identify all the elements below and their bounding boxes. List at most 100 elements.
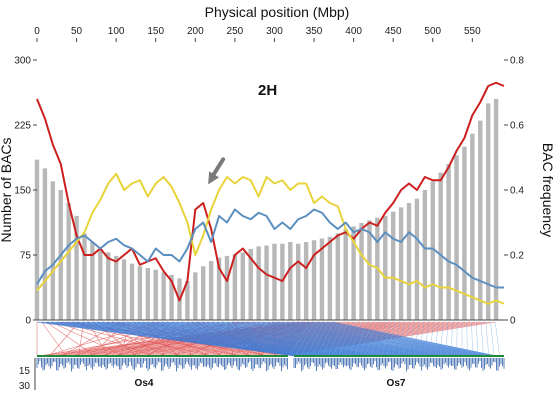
right-y-axis: 0 0.2 0.4 0.6 0.8 xyxy=(504,56,524,327)
bar-35 xyxy=(311,240,317,320)
bar-29 xyxy=(264,245,269,320)
synteny-link-blue-35 xyxy=(211,321,415,357)
bar-34 xyxy=(303,242,309,320)
synteny-link-blue-22 xyxy=(146,321,371,357)
y-right-tick-label-4: 0.8 xyxy=(510,56,524,67)
bar-41 xyxy=(359,222,364,320)
synteny-scale-tick-15: 15 xyxy=(19,366,31,377)
bar-39 xyxy=(343,229,348,320)
synteny-link-lightblue-29 xyxy=(445,321,448,357)
synteny-link-blue-28 xyxy=(176,321,391,357)
arrow-shaft xyxy=(211,157,226,178)
synteny-link-blue-46 xyxy=(266,321,453,357)
bar-53 xyxy=(454,155,459,320)
synteny-link-blue-25 xyxy=(161,321,381,357)
bar-16 xyxy=(161,272,166,320)
synteny-link-lightblue-26 xyxy=(429,321,434,357)
synteny-link-blue-10 xyxy=(86,321,330,357)
bar-54 xyxy=(462,146,467,320)
bar-33 xyxy=(296,243,301,320)
x-tick-label-1: 50 xyxy=(71,26,83,37)
bar-55 xyxy=(470,133,475,320)
synteny-link-blue-0 xyxy=(36,321,296,357)
synteny-link-lightblue-19 xyxy=(391,321,401,357)
synteny-link-blue-51 xyxy=(291,321,470,357)
synteny-link-blue-13 xyxy=(101,321,340,357)
synteny-link-lightblue-25 xyxy=(424,321,429,357)
synteny-link-lightblue-37 xyxy=(485,321,490,357)
bar-12 xyxy=(129,263,135,320)
synteny-link-lightblue-16 xyxy=(375,321,387,357)
synteny-link-blue-15 xyxy=(111,321,347,357)
synteny-link-lightblue-23 xyxy=(413,321,420,357)
synteny-link-blue-45 xyxy=(261,321,449,357)
synteny-link-lightblue-33 xyxy=(466,321,468,357)
bar-28 xyxy=(256,246,261,320)
synteny-link-lightblue-31 xyxy=(456,321,458,357)
bar-5 xyxy=(74,216,79,320)
panel-label: 2H xyxy=(258,82,277,99)
synteny-link-blue-36 xyxy=(216,321,419,357)
synteny-link-lightblue-14 xyxy=(365,321,377,357)
line-series-2 xyxy=(36,208,504,289)
chromosome-label-os4: Os4 xyxy=(135,378,154,389)
synteny-scale-tick-30: 30 xyxy=(19,381,31,392)
synteny-link-blue-19 xyxy=(131,321,360,357)
synteny-link-lightblue-20 xyxy=(397,321,406,357)
synteny-link-blue-23 xyxy=(151,321,374,357)
bar-17 xyxy=(169,274,174,320)
synteny-link-blue-38 xyxy=(226,321,425,357)
bar-10 xyxy=(113,255,119,320)
synteny-link-blue-59 xyxy=(331,321,497,357)
y-left-tick-label-2: 150 xyxy=(14,186,31,197)
line-series xyxy=(36,81,505,305)
bar-1 xyxy=(42,168,48,320)
synteny-link-lightblue-22 xyxy=(408,321,415,357)
x-tick-label-3: 150 xyxy=(147,26,164,37)
bar-50 xyxy=(430,181,435,320)
bar-46 xyxy=(398,207,404,320)
x-tick-label-6: 300 xyxy=(266,26,283,37)
x-tick-label-4: 200 xyxy=(187,26,204,37)
bar-26 xyxy=(240,252,245,320)
bar-42 xyxy=(367,220,372,320)
bar-48 xyxy=(414,198,420,320)
synteny-link-lightblue-39 xyxy=(495,321,500,357)
top-x-axis: 0 50 100 150 200 250 300 350 400 450 500 550 xyxy=(34,26,481,42)
synteny-link-blue-8 xyxy=(76,321,323,357)
bar-21 xyxy=(201,266,206,320)
synteny-link-blue-24 xyxy=(156,321,378,357)
synteny-link-lightblue-6 xyxy=(322,321,339,357)
x-tick-label-11: 550 xyxy=(464,26,481,37)
x-tick-label-10: 500 xyxy=(424,26,441,37)
bar-45 xyxy=(390,211,396,320)
bar-19 xyxy=(185,281,190,320)
bar-52 xyxy=(446,164,451,320)
y-right-tick-label-0: 0 xyxy=(510,316,516,327)
bar-51 xyxy=(438,172,443,320)
synteny-link-lightblue-5 xyxy=(316,321,334,357)
synteny-link-blue-42 xyxy=(246,321,439,357)
synteny-link-lightblue-36 xyxy=(480,321,484,357)
synteny-link-lightblue-4 xyxy=(311,321,330,357)
x-tick-label-0: 0 xyxy=(34,26,40,37)
synteny-link-lightblue-30 xyxy=(451,321,453,357)
synteny-link-blue-49 xyxy=(281,321,463,357)
bar-15 xyxy=(153,269,158,320)
bar-4 xyxy=(66,203,71,320)
x-tick-label-8: 400 xyxy=(345,26,362,37)
synteny-link-lightblue-0 xyxy=(289,321,311,357)
synteny-link-lightblue-15 xyxy=(370,321,382,357)
y-right-tick-label-3: 0.6 xyxy=(510,121,524,132)
bar-38 xyxy=(335,233,340,320)
synteny-link-lightblue-10 xyxy=(343,321,358,357)
synteny-link-lightblue-35 xyxy=(476,321,479,357)
synteny-link-blue-44 xyxy=(256,321,446,357)
synteny-link-red-9 xyxy=(49,321,80,357)
synteny-link-blue-1 xyxy=(41,321,299,357)
y-left-tick-label-1: 75 xyxy=(20,251,32,262)
y-left-tick-label-4: 300 xyxy=(14,56,31,67)
x-tick-label-2: 100 xyxy=(108,26,125,37)
bar-2 xyxy=(50,181,56,320)
